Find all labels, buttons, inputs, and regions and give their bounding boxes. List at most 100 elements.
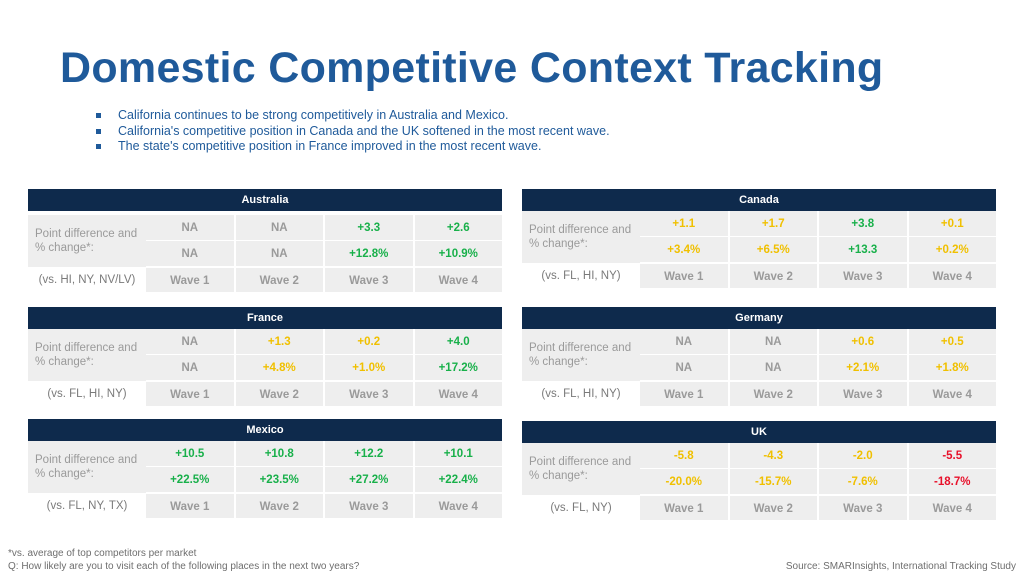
percent-cell: NA — [640, 355, 728, 381]
row-label: Point difference and % change*: — [28, 441, 146, 493]
square-bullet-icon — [96, 144, 101, 149]
percent-cell: +1.8% — [908, 355, 996, 381]
panel-header: France — [28, 307, 502, 329]
wave-label: Wave 2 — [235, 267, 323, 293]
percent-cell: -20.0% — [640, 469, 728, 495]
point-cell: NA — [146, 215, 234, 241]
wave-label: Wave 3 — [819, 263, 907, 289]
wave-label: Wave 3 — [325, 267, 413, 293]
row-label: Point difference and % change*: — [522, 443, 640, 495]
percent-cell: +22.4% — [414, 467, 502, 493]
percent-cell: +13.3 — [819, 237, 907, 263]
point-cell: +0.2 — [325, 329, 413, 355]
point-cell: +3.8 — [819, 211, 907, 237]
point-cell: +0.1 — [908, 211, 996, 237]
comparison-label: (vs. HI, NY, NV/LV) — [38, 274, 136, 286]
bullet-item: California continues to be strong compet… — [96, 108, 610, 124]
comparison-label: (vs. FL, HI, NY) — [541, 388, 621, 400]
square-bullet-icon — [96, 113, 101, 118]
percent-cell: -15.7% — [729, 469, 817, 495]
bullet-item: California's competitive position in Can… — [96, 124, 610, 140]
source-note: Source: SMARInsights, International Trac… — [785, 561, 1016, 572]
wave-label: Wave 2 — [729, 381, 817, 407]
point-cell: +10.1 — [414, 441, 502, 467]
panel-canada: Canada Point difference and % change*: (… — [522, 189, 996, 289]
percent-cell: NA — [146, 241, 234, 267]
comparison-label: (vs. FL, HI, NY) — [47, 388, 127, 400]
percent-cell: -18.7% — [908, 469, 996, 495]
wave-label: Wave 2 — [235, 493, 323, 519]
row-label: Point difference and % change*: — [28, 329, 146, 381]
panel-header: Australia — [28, 189, 502, 211]
page-title: Domestic Competitive Context Tracking — [60, 44, 884, 92]
panel-germany: Germany Point difference and % change*: … — [522, 307, 996, 407]
point-cell: +3.3 — [325, 215, 413, 241]
point-cell: +4.0 — [414, 329, 502, 355]
row-label: Point difference and % change*: — [522, 211, 640, 263]
bullet-item: The state's competitive position in Fran… — [96, 139, 610, 155]
wave-label: Wave 3 — [325, 381, 413, 407]
footnote: *vs. average of top competitors per mark… — [8, 548, 359, 573]
wave-grid: +1.1 +1.7 +3.8 +0.1 +3.4% +6.5% +13.3 +0… — [640, 211, 996, 289]
point-cell: NA — [640, 329, 728, 355]
panel-australia: Australia Point difference and % change*… — [28, 189, 502, 293]
row-label: Point difference and % change*: — [522, 329, 640, 381]
point-cell: +1.3 — [235, 329, 323, 355]
wave-grid: +10.5 +10.8 +12.2 +10.1 +22.5% +23.5% +2… — [146, 441, 502, 519]
point-cell: +1.1 — [640, 211, 728, 237]
percent-cell: +23.5% — [235, 467, 323, 493]
panel-header: Mexico — [28, 419, 502, 441]
wave-label: Wave 3 — [325, 493, 413, 519]
wave-label: Wave 1 — [640, 381, 728, 407]
percent-cell: +12.8% — [325, 241, 413, 267]
point-cell: NA — [235, 215, 323, 241]
percent-cell: NA — [146, 355, 234, 381]
point-cell: +10.8 — [235, 441, 323, 467]
panel-france: France Point difference and % change*: (… — [28, 307, 502, 407]
point-cell: -2.0 — [819, 443, 907, 469]
percent-cell: +17.2% — [414, 355, 502, 381]
panel-uk: UK Point difference and % change*: (vs. … — [522, 421, 996, 521]
point-cell: -5.8 — [640, 443, 728, 469]
wave-grid: -5.8 -4.3 -2.0 -5.5 -20.0% -15.7% -7.6% … — [640, 443, 996, 521]
point-cell: +1.7 — [729, 211, 817, 237]
point-cell: +2.6 — [414, 215, 502, 241]
wave-label: Wave 1 — [146, 381, 234, 407]
percent-cell: +27.2% — [325, 467, 413, 493]
percent-cell: -7.6% — [819, 469, 907, 495]
percent-cell: +3.4% — [640, 237, 728, 263]
point-cell: +0.5 — [908, 329, 996, 355]
panel-header: Germany — [522, 307, 996, 329]
point-cell: +10.5 — [146, 441, 234, 467]
percent-cell: +4.8% — [235, 355, 323, 381]
wave-label: Wave 4 — [414, 381, 502, 407]
summary-bullets: California continues to be strong compet… — [96, 108, 610, 155]
wave-label: Wave 2 — [729, 495, 817, 521]
comparison-label: (vs. FL, HI, NY) — [541, 270, 621, 282]
wave-grid: NA NA +0.6 +0.5 NA NA +2.1% +1.8% Wave 1… — [640, 329, 996, 407]
wave-label: Wave 2 — [235, 381, 323, 407]
square-bullet-icon — [96, 128, 101, 134]
percent-cell: +10.9% — [414, 241, 502, 267]
bullet-text: The state's competitive position in Fran… — [118, 139, 542, 153]
point-cell: NA — [146, 329, 234, 355]
comparison-label: (vs. FL, NY) — [550, 502, 612, 514]
comparison-label: (vs. FL, NY, TX) — [46, 500, 128, 512]
wave-label: Wave 3 — [819, 495, 907, 521]
point-cell: -5.5 — [908, 443, 996, 469]
wave-grid: NA NA +3.3 +2.6 NA NA +12.8% +10.9% Wave… — [146, 215, 502, 293]
row-label: Point difference and % change*: — [28, 215, 146, 267]
percent-cell: +1.0% — [325, 355, 413, 381]
point-cell: -4.3 — [729, 443, 817, 469]
wave-label: Wave 4 — [414, 267, 502, 293]
panel-mexico: Mexico Point difference and % change*: (… — [28, 419, 502, 519]
percent-cell: +6.5% — [729, 237, 817, 263]
percent-cell: +2.1% — [819, 355, 907, 381]
point-cell: +12.2 — [325, 441, 413, 467]
wave-label: Wave 2 — [729, 263, 817, 289]
footnote-question: Q: How likely are you to visit each of t… — [8, 560, 360, 572]
wave-label: Wave 1 — [146, 267, 234, 293]
wave-label: Wave 1 — [146, 493, 234, 519]
wave-label: Wave 4 — [414, 493, 502, 519]
wave-label: Wave 1 — [640, 263, 728, 289]
